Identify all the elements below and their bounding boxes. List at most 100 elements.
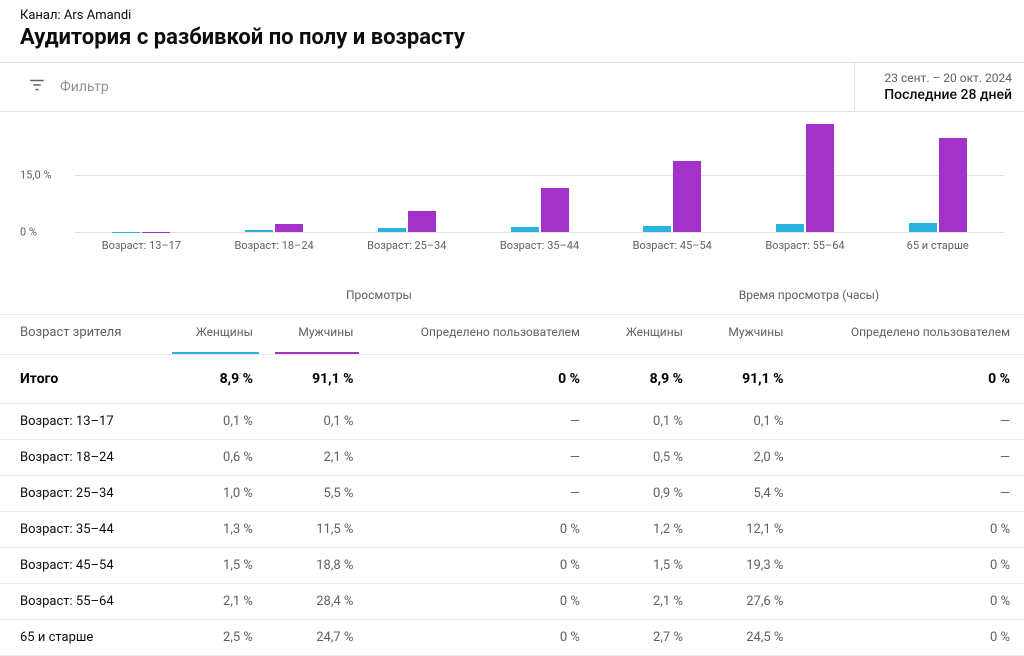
xaxis: Возраст: 13–17Возраст: 18–24Возраст: 25–…: [75, 239, 1004, 252]
table-row: 65 и старше2,5 %24,7 %0 %2,7 %24,5 %0 %: [0, 620, 1024, 656]
col-views-male[interactable]: Мужчины: [267, 315, 368, 355]
cell-value: 2,1 %: [594, 584, 697, 620]
table-group-header: Просмотры Время просмотра (часы): [0, 272, 1024, 315]
cell-value: 0 %: [367, 620, 594, 656]
table-row: Возраст: 13–170,1 %0,1 %—0,1 %0,1 %—: [0, 404, 1024, 440]
cell-value: 1,5 %: [594, 548, 697, 584]
group-watch: Время просмотра (часы): [594, 272, 1024, 315]
cell-value: —: [797, 440, 1024, 476]
date-range-text: 23 сент. – 20 окт. 2024: [867, 71, 1012, 85]
cell-value: 2,1 %: [164, 584, 267, 620]
cell-value: 0,6 %: [164, 440, 267, 476]
bar-group: [208, 224, 341, 232]
ytick-label: 0 %: [20, 226, 37, 239]
bar-female[interactable]: [378, 228, 406, 232]
chart-container: 15,0 %0 %Возраст: 13–17Возраст: 18–24Воз…: [0, 112, 1024, 252]
cell-value: —: [367, 404, 594, 440]
cell-value: 0,1 %: [594, 404, 697, 440]
row-label: Итого: [0, 355, 164, 404]
bar-male[interactable]: [939, 138, 967, 232]
bar-group: [473, 188, 606, 232]
col-watch-male[interactable]: Мужчины: [697, 315, 798, 355]
cell-value: 0 %: [367, 355, 594, 404]
date-range-picker[interactable]: 23 сент. – 20 окт. 2024 Последние 28 дне…: [854, 63, 1024, 111]
cell-value: —: [797, 404, 1024, 440]
cell-value: —: [367, 440, 594, 476]
row-label: Возраст: 13–17: [0, 404, 164, 440]
bars-area: [75, 122, 1004, 232]
bar-female[interactable]: [776, 224, 804, 232]
bar-male[interactable]: [408, 211, 436, 232]
cell-value: 0,1 %: [164, 404, 267, 440]
cell-value: 0 %: [797, 620, 1024, 656]
cell-value: 0,9 %: [594, 476, 697, 512]
row-header-label: Возраст зрителя: [0, 315, 164, 355]
cell-value: 8,9 %: [164, 355, 267, 404]
bar-female[interactable]: [511, 227, 539, 232]
row-label: Возраст: 18–24: [0, 440, 164, 476]
cell-value: 0 %: [797, 548, 1024, 584]
cell-value: 0 %: [797, 584, 1024, 620]
cell-value: 0,5 %: [594, 440, 697, 476]
cell-value: 91,1 %: [267, 355, 368, 404]
cell-value: 11,5 %: [267, 512, 368, 548]
channel-label: Канал: Ars Amandi: [20, 8, 1004, 23]
table-sub-header: Возраст зрителя Женщины Мужчины Определе…: [0, 315, 1024, 355]
bar-group: [606, 161, 739, 232]
bar-female[interactable]: [643, 226, 671, 232]
data-table: Просмотры Время просмотра (часы) Возраст…: [0, 272, 1024, 656]
xtick-label: Возраст: 13–17: [75, 239, 208, 252]
table-row: Возраст: 18–240,6 %2,1 %—0,5 %2,0 %—: [0, 440, 1024, 476]
cell-value: —: [797, 476, 1024, 512]
col-views-userdef[interactable]: Определено пользователем: [367, 315, 594, 355]
ytick-label: 15,0 %: [20, 169, 52, 182]
cell-value: 0 %: [797, 512, 1024, 548]
bar-group: [340, 211, 473, 232]
cell-value: 5,4 %: [697, 476, 798, 512]
bar-female[interactable]: [909, 223, 937, 232]
table-row: Возраст: 45–541,5 %18,8 %0 %1,5 %19,3 %0…: [0, 548, 1024, 584]
cell-value: 2,0 %: [697, 440, 798, 476]
cell-value: —: [367, 476, 594, 512]
page-header: Канал: Ars Amandi Аудитория с разбивкой …: [0, 0, 1024, 62]
cell-value: 91,1 %: [697, 355, 798, 404]
filter-button[interactable]: Фильтр: [0, 64, 137, 110]
bar-group: [871, 138, 1004, 232]
col-watch-userdef[interactable]: Определено пользователем: [797, 315, 1024, 355]
row-label: Возраст: 55–64: [0, 584, 164, 620]
bar-male[interactable]: [673, 161, 701, 232]
xtick-label: Возраст: 18–24: [208, 239, 341, 252]
table-row: Возраст: 25–341,0 %5,5 %—0,9 %5,4 %—: [0, 476, 1024, 512]
xtick-label: Возраст: 35–44: [473, 239, 606, 252]
bar-male[interactable]: [275, 224, 303, 232]
cell-value: 19,3 %: [697, 548, 798, 584]
cell-value: 2,7 %: [594, 620, 697, 656]
cell-value: 0 %: [367, 548, 594, 584]
cell-value: 8,9 %: [594, 355, 697, 404]
row-label: Возраст: 35–44: [0, 512, 164, 548]
cell-value: 0 %: [797, 355, 1024, 404]
bar-male[interactable]: [806, 124, 834, 232]
page-title: Аудитория с разбивкой по полу и возрасту: [20, 25, 1004, 50]
bar-female[interactable]: [245, 230, 273, 232]
bar-group: [739, 124, 872, 232]
cell-value: 12,1 %: [697, 512, 798, 548]
cell-value: 1,5 %: [164, 548, 267, 584]
col-watch-female[interactable]: Женщины: [594, 315, 697, 355]
bar-male[interactable]: [541, 188, 569, 232]
cell-value: 0 %: [367, 512, 594, 548]
data-table-wrap: Просмотры Время просмотра (часы) Возраст…: [0, 272, 1024, 656]
cell-value: 0,1 %: [267, 404, 368, 440]
filter-bar: Фильтр 23 сент. – 20 окт. 2024 Последние…: [0, 62, 1024, 112]
cell-value: 2,5 %: [164, 620, 267, 656]
filter-icon: [28, 76, 46, 98]
table-row: Возраст: 35–441,3 %11,5 %0 %1,2 %12,1 %0…: [0, 512, 1024, 548]
col-views-female[interactable]: Женщины: [164, 315, 267, 355]
filter-label: Фильтр: [60, 79, 109, 95]
row-label: 65 и старше: [0, 620, 164, 656]
cell-value: 1,3 %: [164, 512, 267, 548]
row-label: Возраст: 45–54: [0, 548, 164, 584]
cell-value: 24,5 %: [697, 620, 798, 656]
xtick-label: Возраст: 55–64: [739, 239, 872, 252]
cell-value: 5,5 %: [267, 476, 368, 512]
